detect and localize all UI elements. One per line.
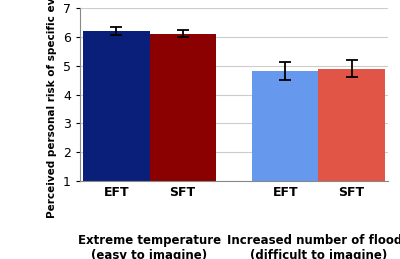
Bar bbox=[252, 71, 318, 181]
Text: Increased number of floods
(difficult to imagine): Increased number of floods (difficult to… bbox=[227, 234, 400, 259]
Bar bbox=[83, 31, 150, 181]
Bar bbox=[150, 34, 216, 181]
Bar bbox=[318, 68, 385, 181]
Y-axis label: Perceived personal risk of specific events: Perceived personal risk of specific even… bbox=[48, 0, 58, 218]
Text: Extreme temperature
(easy to imagine): Extreme temperature (easy to imagine) bbox=[78, 234, 221, 259]
